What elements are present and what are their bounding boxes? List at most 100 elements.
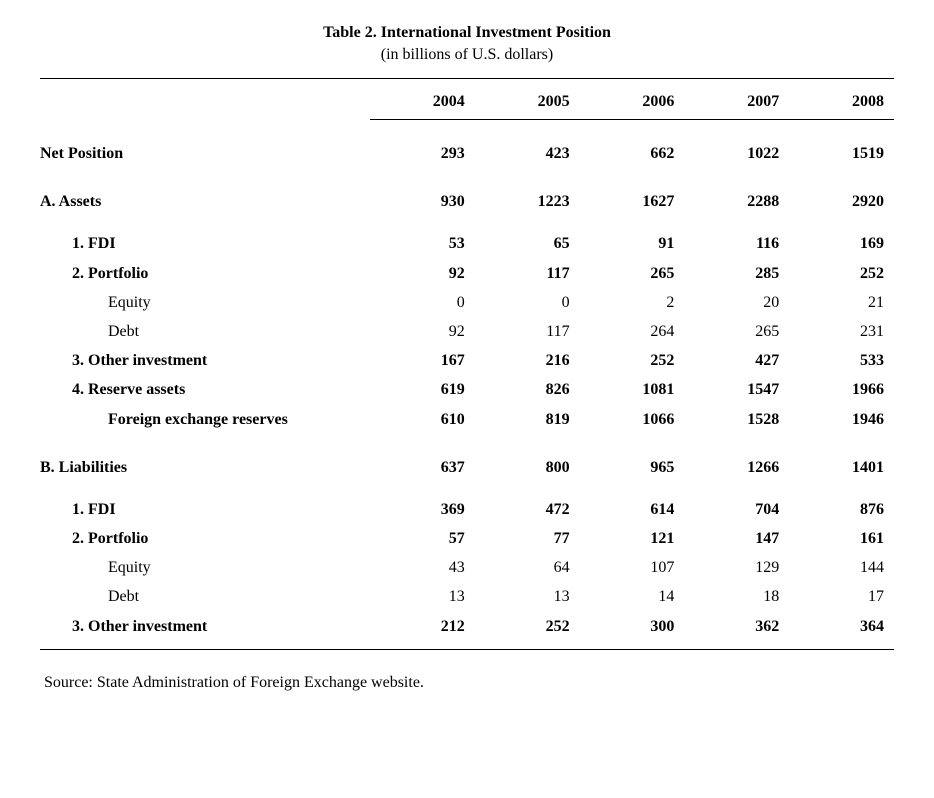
cell-value: 300: [580, 612, 685, 641]
cell-value: 92: [370, 259, 475, 288]
row-label: Equity: [40, 288, 370, 317]
cell-value: 427: [684, 346, 789, 375]
table-body: Net Position29342366210221519A. Assets93…: [40, 120, 894, 641]
cell-value: 1266: [684, 434, 789, 482]
table-row: 1. FDI536591116169: [40, 216, 894, 258]
cell-value: 1547: [684, 375, 789, 404]
cell-value: 169: [789, 216, 894, 258]
row-label: Net Position: [40, 120, 370, 169]
cell-value: 1528: [684, 405, 789, 434]
table-row: 2. Portfolio5777121147161: [40, 524, 894, 553]
cell-value: 53: [370, 216, 475, 258]
cell-value: 364: [789, 612, 894, 641]
cell-value: 252: [475, 612, 580, 641]
cell-value: 1966: [789, 375, 894, 404]
cell-value: 285: [684, 259, 789, 288]
cell-value: 57: [370, 524, 475, 553]
table-row: Foreign exchange reserves610819106615281…: [40, 405, 894, 434]
cell-value: 13: [370, 582, 475, 611]
cell-value: 91: [580, 216, 685, 258]
table-row: Equity4364107129144: [40, 553, 894, 582]
cell-value: 252: [789, 259, 894, 288]
row-label: Debt: [40, 317, 370, 346]
title-block: Table 2. International Investment Positi…: [40, 24, 894, 64]
table-row: Equity0022021: [40, 288, 894, 317]
cell-value: 216: [475, 346, 580, 375]
cell-value: 423: [475, 120, 580, 169]
table-row: A. Assets9301223162722882920: [40, 168, 894, 216]
row-label: 3. Other investment: [40, 612, 370, 641]
table-header: 2004 2005 2006 2007 2008: [40, 79, 894, 120]
cell-value: 43: [370, 553, 475, 582]
cell-value: 876: [789, 482, 894, 524]
cell-value: 1066: [580, 405, 685, 434]
header-blank: [40, 79, 370, 120]
cell-value: 0: [475, 288, 580, 317]
col-header: 2004: [370, 79, 475, 120]
cell-value: 129: [684, 553, 789, 582]
cell-value: 117: [475, 317, 580, 346]
cell-value: 826: [475, 375, 580, 404]
cell-value: 2920: [789, 168, 894, 216]
cell-value: 533: [789, 346, 894, 375]
table-row: Debt1313141817: [40, 582, 894, 611]
col-header: 2006: [580, 79, 685, 120]
row-label: 4. Reserve assets: [40, 375, 370, 404]
row-label: 2. Portfolio: [40, 524, 370, 553]
cell-value: 13: [475, 582, 580, 611]
cell-value: 92: [370, 317, 475, 346]
cell-value: 265: [684, 317, 789, 346]
source-note: Source: State Administration of Foreign …: [40, 674, 894, 692]
cell-value: 965: [580, 434, 685, 482]
row-label: Debt: [40, 582, 370, 611]
table-title: Table 2. International Investment Positi…: [40, 24, 894, 42]
cell-value: 17: [789, 582, 894, 611]
cell-value: 144: [789, 553, 894, 582]
cell-value: 1946: [789, 405, 894, 434]
table-row: 2. Portfolio92117265285252: [40, 259, 894, 288]
cell-value: 231: [789, 317, 894, 346]
investment-table: 2004 2005 2006 2007 2008 Net Position293…: [40, 79, 894, 641]
table-row: Debt92117264265231: [40, 317, 894, 346]
cell-value: 107: [580, 553, 685, 582]
cell-value: 77: [475, 524, 580, 553]
cell-value: 614: [580, 482, 685, 524]
cell-value: 2: [580, 288, 685, 317]
cell-value: 14: [580, 582, 685, 611]
cell-value: 293: [370, 120, 475, 169]
table-container: 2004 2005 2006 2007 2008 Net Position293…: [40, 78, 894, 650]
cell-value: 662: [580, 120, 685, 169]
cell-value: 819: [475, 405, 580, 434]
cell-value: 619: [370, 375, 475, 404]
cell-value: 64: [475, 553, 580, 582]
row-label: A. Assets: [40, 168, 370, 216]
cell-value: 0: [370, 288, 475, 317]
cell-value: 121: [580, 524, 685, 553]
col-header: 2008: [789, 79, 894, 120]
cell-value: 18: [684, 582, 789, 611]
cell-value: 116: [684, 216, 789, 258]
table-row: 3. Other investment212252300362364: [40, 612, 894, 641]
row-label: B. Liabilities: [40, 434, 370, 482]
cell-value: 610: [370, 405, 475, 434]
col-header: 2007: [684, 79, 789, 120]
cell-value: 167: [370, 346, 475, 375]
row-label: Equity: [40, 553, 370, 582]
row-label: 3. Other investment: [40, 346, 370, 375]
table-row: 4. Reserve assets619826108115471966: [40, 375, 894, 404]
cell-value: 1627: [580, 168, 685, 216]
col-header: 2005: [475, 79, 580, 120]
cell-value: 65: [475, 216, 580, 258]
cell-value: 637: [370, 434, 475, 482]
cell-value: 20: [684, 288, 789, 317]
cell-value: 212: [370, 612, 475, 641]
page: Table 2. International Investment Positi…: [0, 0, 934, 798]
cell-value: 21: [789, 288, 894, 317]
row-label: 2. Portfolio: [40, 259, 370, 288]
cell-value: 1519: [789, 120, 894, 169]
cell-value: 472: [475, 482, 580, 524]
cell-value: 252: [580, 346, 685, 375]
row-label: 1. FDI: [40, 482, 370, 524]
table-subtitle: (in billions of U.S. dollars): [40, 46, 894, 64]
row-label: 1. FDI: [40, 216, 370, 258]
